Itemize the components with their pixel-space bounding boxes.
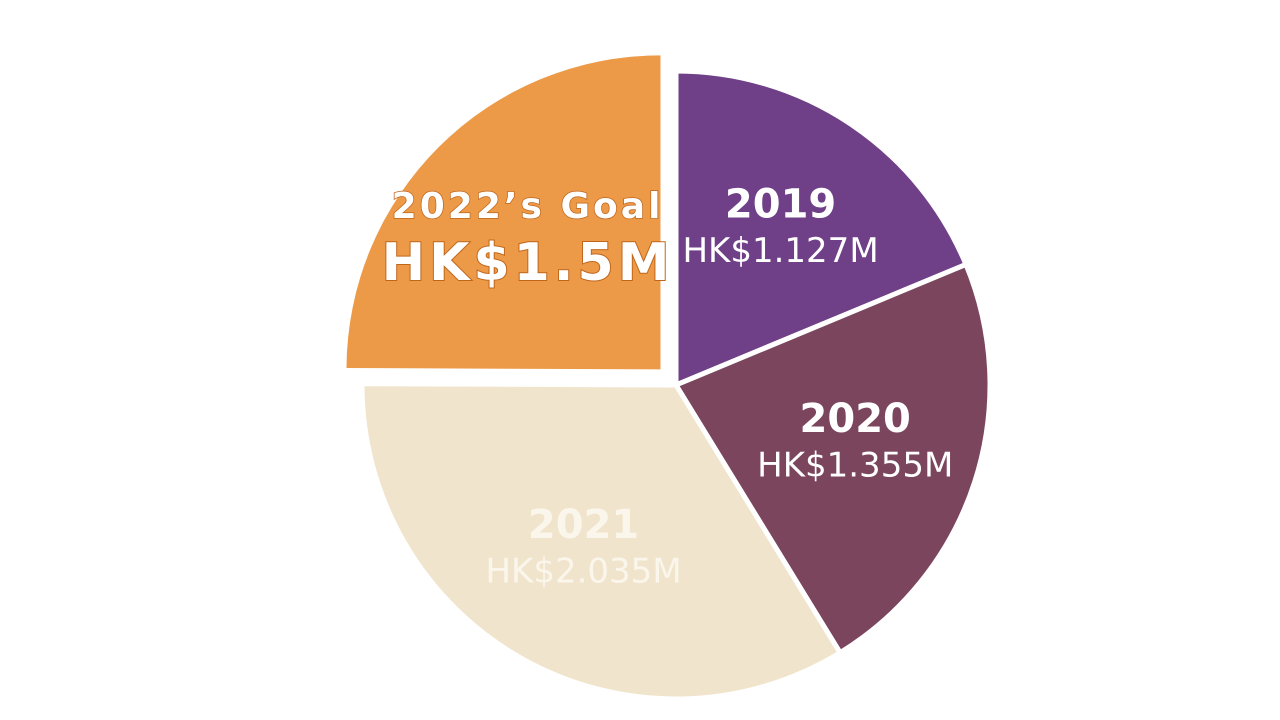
slice-value-label: HK$1.5M (382, 233, 674, 293)
slice-value-label: HK$1.127M (682, 231, 878, 271)
slice-category-label: 2021 (528, 502, 639, 548)
slice-category-label: 2019 (725, 181, 836, 227)
slice-value-label: HK$2.035M (485, 552, 681, 592)
slice-value-label: HK$1.355M (757, 446, 953, 486)
pie-slice (672, 261, 993, 657)
pie-slice (359, 381, 844, 702)
pie-slice (346, 55, 661, 370)
slice-category-label: 2022’s Goal (392, 186, 664, 227)
slice-category-label: 2020 (800, 396, 911, 442)
pie-slice (673, 68, 970, 389)
